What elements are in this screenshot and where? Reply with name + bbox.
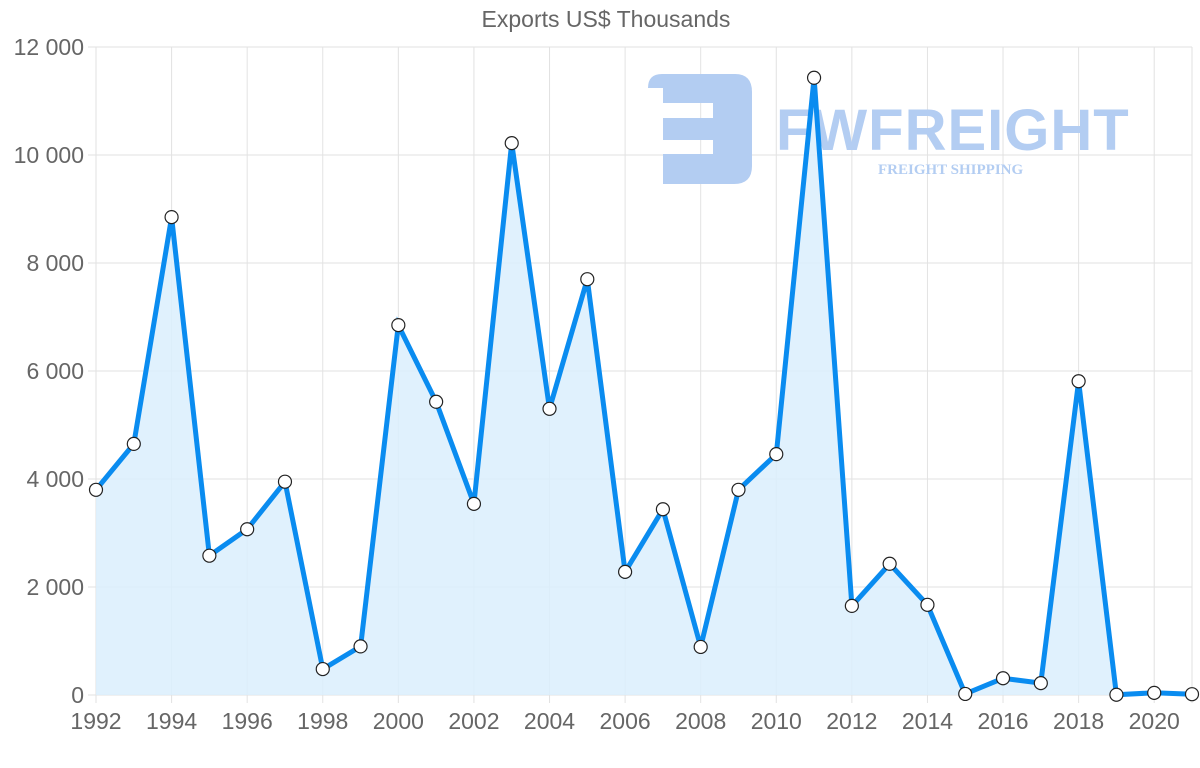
y-tick-label: 2 000 (26, 574, 84, 600)
y-tick-label: 0 (71, 682, 84, 708)
y-tick-label: 12 000 (14, 34, 84, 60)
data-point-marker[interactable] (429, 394, 444, 409)
data-point-marker[interactable] (655, 502, 670, 517)
area-fill (96, 77, 1192, 696)
data-point-marker[interactable] (1071, 374, 1086, 389)
watermark: FWFREIGHT FREIGHT SHIPPING (648, 74, 1130, 184)
watermark-tagline-text: FREIGHT SHIPPING (878, 162, 1023, 178)
data-point-marker[interactable] (882, 556, 897, 571)
data-point-marker[interactable] (1147, 685, 1162, 700)
brand-logo-icon (648, 74, 752, 184)
data-point-marker[interactable] (806, 70, 822, 85)
y-tick-label: 6 000 (26, 358, 84, 384)
y-tick-label: 8 000 (26, 250, 84, 276)
data-point-marker[interactable] (391, 318, 406, 333)
data-point-marker[interactable] (126, 436, 141, 451)
x-tick-label: 2018 (1053, 708, 1104, 734)
chart-title: Exports US$ Thousands (481, 6, 731, 32)
x-tick-label: 2016 (977, 708, 1028, 734)
x-tick-label: 1994 (146, 708, 197, 734)
watermark-brand-text: FWFREIGHT (776, 98, 1130, 163)
data-point-marker[interactable] (1184, 687, 1200, 702)
data-point-marker[interactable] (958, 686, 973, 702)
data-point-marker[interactable] (88, 482, 104, 497)
data-point-marker[interactable] (769, 447, 784, 462)
x-axis-labels: 1992 1994 1996 1998 2000 2002 2004 2006 2008 2010… (70, 708, 1179, 734)
data-point-marker[interactable] (1033, 676, 1048, 691)
data-point-marker[interactable] (466, 496, 482, 511)
x-tick-label: 1996 (222, 708, 273, 734)
y-axis-labels: 0 2 000 4 000 6 000 8 000 10 000 12 000 (14, 34, 84, 708)
data-point-marker[interactable] (240, 522, 255, 537)
x-tick-label: 1998 (297, 708, 348, 734)
data-point-marker[interactable] (277, 474, 293, 489)
x-tick-label: 2008 (675, 708, 726, 734)
x-tick-label: 2012 (826, 708, 877, 734)
data-point-marker[interactable] (580, 272, 595, 287)
x-tick-label: 2006 (600, 708, 651, 734)
y-tick-label: 10 000 (14, 142, 84, 168)
data-point-marker[interactable] (731, 482, 746, 497)
data-point-marker[interactable] (315, 661, 330, 677)
data-point-marker[interactable] (202, 548, 217, 563)
data-point-marker[interactable] (542, 401, 557, 416)
x-tick-label: 2000 (373, 708, 424, 734)
data-point-marker[interactable] (164, 210, 179, 225)
data-point-marker[interactable] (844, 598, 859, 614)
data-point-marker[interactable] (995, 671, 1011, 686)
x-tick-label: 2002 (448, 708, 499, 734)
x-tick-label: 2014 (902, 708, 953, 734)
data-point-marker[interactable] (693, 639, 708, 655)
x-tick-label: 2004 (524, 708, 575, 734)
data-point-marker[interactable] (504, 136, 519, 151)
y-tick-label: 4 000 (26, 466, 84, 492)
data-point-marker[interactable] (618, 564, 633, 579)
data-points (88, 70, 1200, 702)
data-point-marker[interactable] (920, 597, 935, 612)
data-point-marker[interactable] (353, 639, 368, 654)
x-tick-label: 1992 (70, 708, 121, 734)
data-point-marker[interactable] (1109, 687, 1124, 702)
x-tick-label: 2020 (1129, 708, 1180, 734)
x-tick-label: 2010 (751, 708, 802, 734)
